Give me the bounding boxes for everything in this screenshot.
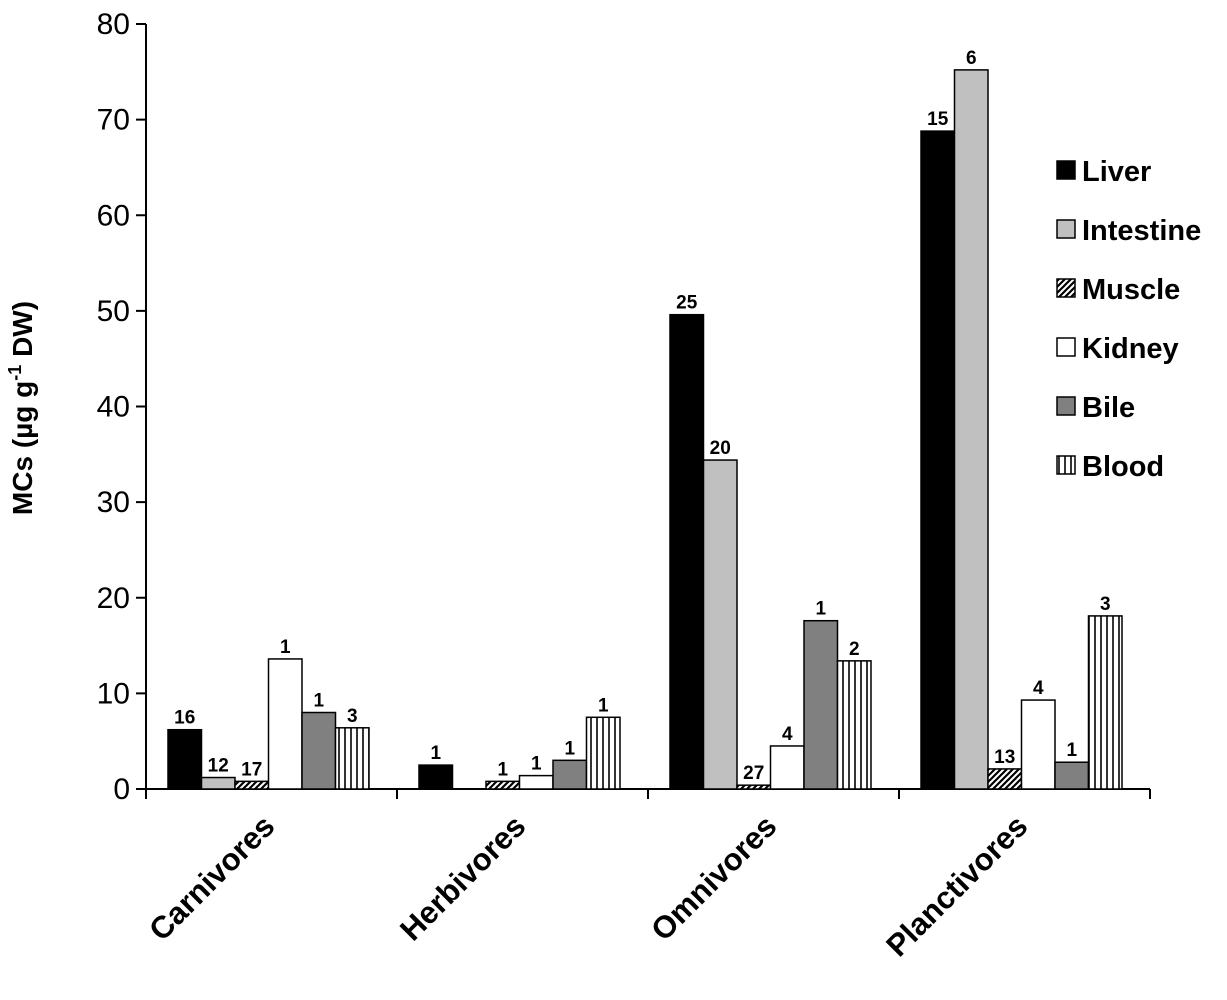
bar-planctivores-blood: [1087, 615, 1123, 790]
y-axis-title: MCs (µg g-1 DW): [5, 301, 38, 515]
data-label-carnivores-kidney: 1: [280, 637, 291, 658]
data-label-herbivores-kidney: 1: [531, 754, 542, 775]
data-label-carnivores-liver: 16: [174, 708, 195, 729]
bar-planctivores-liver: [920, 130, 956, 790]
x-axis: Carnivores Herbivores Omnivores Planctivore…: [142, 788, 1151, 963]
data-label-herbivores-liver: 1: [430, 743, 441, 764]
legend-swatch-kidney: [1056, 337, 1076, 357]
legend-label-liver: Liver: [1082, 156, 1151, 188]
legend-label-bile: Bile: [1082, 392, 1135, 424]
data-label-herbivores-bile: 1: [564, 738, 575, 759]
category-label-carnivores: Carnivores: [142, 808, 281, 947]
data-label-omnivores-liver: 25: [676, 293, 698, 314]
y-axis-title-main: MCs (µg g: [7, 381, 38, 515]
category-label-omnivores: Omnivores: [644, 808, 783, 947]
bar-planctivores-kidney: [1020, 699, 1056, 790]
legend-swatch-blood: [1056, 455, 1076, 475]
legend-label-intestine: Intestine: [1082, 215, 1201, 247]
legend-label-muscle: Muscle: [1082, 274, 1180, 306]
y-tick-label-60: 60: [97, 199, 130, 232]
bar-carnivores-intestine: [200, 776, 236, 790]
data-label-omnivores-intestine: 20: [710, 438, 731, 459]
bar-planctivores-intestine: [953, 69, 989, 790]
bars: [167, 69, 1123, 790]
data-label-planctivores-intestine: 6: [966, 48, 977, 69]
bar-carnivores-blood: [334, 727, 370, 790]
category-label-planctivores: Planctivores: [879, 808, 1034, 963]
bar-carnivores-liver: [167, 728, 203, 790]
data-label-planctivores-bile: 1: [1066, 740, 1077, 761]
bar-planctivores-muscle: [987, 768, 1023, 790]
data-label-omnivores-bile: 1: [815, 599, 826, 620]
data-label-planctivores-blood: 3: [1100, 594, 1111, 615]
y-tick-label-20: 20: [97, 582, 130, 615]
data-label-carnivores-bile: 1: [313, 691, 324, 712]
bar-herbivores-liver: [418, 764, 454, 790]
y-tick-label-80: 80: [97, 8, 130, 41]
data-label-carnivores-blood: 3: [347, 706, 358, 727]
y-tick-label-10: 10: [97, 677, 130, 710]
legend: Liver Intestine Muscle Kidney Bile Blood: [1056, 156, 1201, 483]
data-label-omnivores-kidney: 4: [782, 724, 793, 745]
bar-carnivores-muscle: [234, 780, 270, 790]
data-label-planctivores-liver: 15: [927, 109, 949, 130]
y-tick-label-40: 40: [97, 391, 130, 424]
legend-swatch-bile: [1056, 396, 1076, 416]
data-label-omnivores-muscle: 27: [743, 763, 764, 784]
data-label-omnivores-blood: 2: [849, 639, 860, 660]
legend-label-blood: Blood: [1082, 451, 1164, 483]
bar-omnivores-blood: [836, 660, 872, 790]
data-label-herbivores-muscle: 1: [497, 759, 508, 780]
y-tick-label-30: 30: [97, 486, 130, 519]
bar-omnivores-liver: [669, 313, 705, 790]
category-label-herbivores: Herbivores: [393, 808, 532, 947]
y-axis-title-end: DW): [7, 301, 38, 365]
legend-swatch-muscle: [1056, 278, 1076, 298]
data-label-planctivores-kidney: 4: [1033, 678, 1044, 699]
y-tick-label-70: 70: [97, 104, 130, 137]
bar-omnivores-muscle: [736, 784, 772, 790]
bar-omnivores-bile: [803, 619, 839, 790]
bar-omnivores-kidney: [769, 745, 805, 790]
y-axis: 0 10 20 30 40 50 60 70 80: [97, 8, 147, 806]
bar-planctivores-bile: [1054, 761, 1090, 790]
bar-herbivores-bile: [552, 759, 588, 790]
legend-swatch-intestine: [1056, 219, 1076, 239]
data-label-carnivores-muscle: 17: [241, 759, 262, 780]
y-tick-label-50: 50: [97, 295, 130, 328]
legend-swatch-liver: [1056, 160, 1076, 180]
data-label-planctivores-muscle: 13: [994, 747, 1015, 768]
bar-carnivores-kidney: [267, 658, 303, 790]
bar-herbivores-muscle: [485, 780, 521, 790]
legend-label-kidney: Kidney: [1082, 333, 1179, 365]
bar-omnivores-intestine: [702, 459, 738, 790]
data-label-herbivores-blood: 1: [598, 695, 609, 716]
y-axis-title-sup: -1: [5, 365, 25, 381]
bar-herbivores-blood: [585, 716, 621, 790]
bar-herbivores-kidney: [518, 774, 554, 790]
bar-carnivores-bile: [301, 711, 337, 790]
data-label-carnivores-intestine: 12: [208, 756, 229, 777]
y-tick-label-0: 0: [113, 773, 130, 806]
